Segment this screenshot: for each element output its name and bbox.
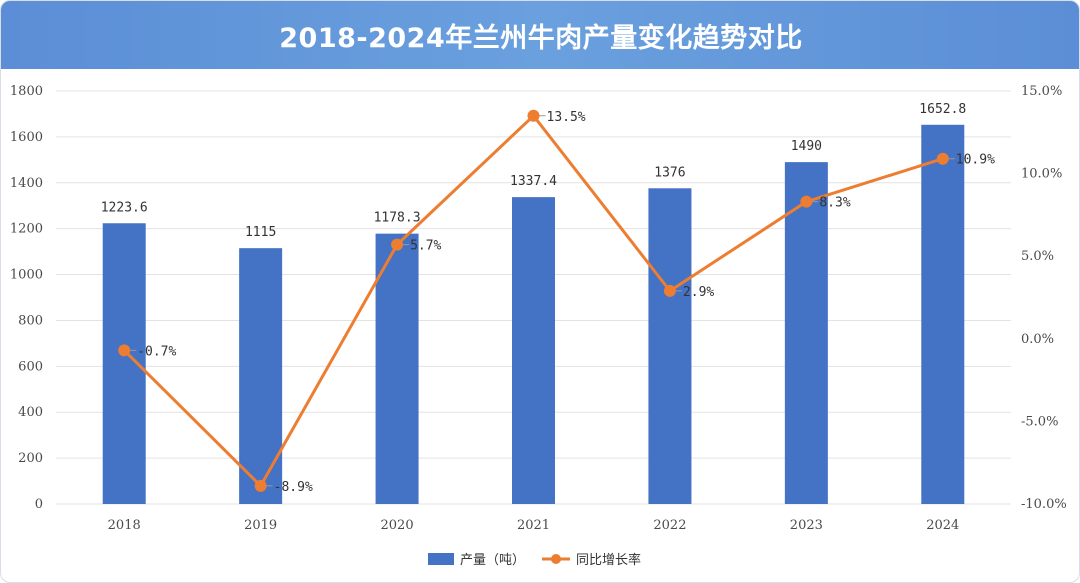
line-data-label: -8.9% — [274, 480, 313, 495]
y-right-tick-label: 5.0% — [1021, 249, 1054, 264]
bar — [648, 188, 692, 504]
y-right-tick-label: -5.0% — [1021, 414, 1058, 429]
y-left-tick-label: 1800 — [10, 84, 43, 99]
bar-data-label: 1376 — [654, 165, 685, 180]
bar-data-label: 1115 — [245, 225, 276, 240]
bar — [375, 233, 419, 504]
bar — [512, 197, 555, 505]
chart-title: 2018-2024年兰州牛肉产量变化趋势对比 — [279, 22, 803, 54]
chart-area: 0 200 400 600 800 1000 1200 1400 1600 1800 -10.0% -… — [10, 84, 1067, 568]
y-left-tick-label: 400 — [18, 405, 43, 420]
y-right-tick-label: -10.0% — [1021, 497, 1067, 512]
line-point — [118, 344, 131, 357]
y-left-tick-label: 600 — [18, 359, 43, 374]
line-data-label: 13.5% — [547, 110, 586, 125]
bar — [784, 162, 828, 504]
x-tick-label: 2020 — [381, 518, 414, 533]
line-data-label: 10.9% — [956, 153, 995, 168]
y-left-tick-label: 0 — [35, 497, 43, 512]
y-left-tick-label: 800 — [18, 313, 43, 328]
line-data-label: 8.3% — [819, 196, 850, 211]
bar-data-label: 1223.6 — [101, 200, 148, 215]
line-data-label: 5.7% — [410, 239, 441, 254]
y-left-tick-label: 1400 — [10, 176, 43, 191]
line-point — [663, 284, 676, 297]
legend-line-label: 同比增长率 — [576, 552, 641, 568]
legend-bar-label: 产量（吨） — [460, 553, 525, 568]
x-tick-label: 2019 — [244, 518, 277, 533]
legend-bar-swatch — [428, 553, 454, 565]
line-data-label: -0.7% — [137, 344, 176, 359]
line-point — [254, 479, 267, 492]
title-bar: 2018-2024年兰州牛肉产量变化趋势对比 — [1, 1, 1079, 69]
bar-data-label: 1178.3 — [374, 211, 421, 226]
y-right-tick-label: 0.0% — [1021, 332, 1054, 347]
line-point — [527, 109, 540, 122]
line-point — [800, 195, 813, 208]
bar — [921, 124, 965, 504]
line-point — [391, 238, 404, 251]
x-tick-label: 2021 — [517, 518, 550, 533]
y-right-tick-label: 10.0% — [1021, 167, 1062, 182]
y-left-tick-label: 1600 — [10, 130, 43, 145]
x-tick-label: 2018 — [108, 518, 141, 533]
y-left-tick-label: 200 — [18, 451, 43, 466]
legend-line-marker — [551, 554, 561, 564]
y-right-tick-label: 15.0% — [1021, 84, 1062, 99]
bar-data-label: 1652.8 — [919, 102, 966, 117]
x-tick-label: 2022 — [653, 518, 686, 533]
x-tick-label: 2024 — [926, 518, 959, 533]
bar-data-label: 1337.4 — [510, 174, 557, 189]
y-left-tick-label: 1200 — [10, 222, 43, 237]
bar — [239, 248, 283, 504]
line-data-label: 2.9% — [683, 285, 714, 300]
y-left-tick-label: 1000 — [10, 268, 43, 283]
x-tick-label: 2023 — [790, 518, 823, 533]
line-point — [936, 152, 949, 165]
bar-data-label: 1490 — [791, 139, 822, 154]
